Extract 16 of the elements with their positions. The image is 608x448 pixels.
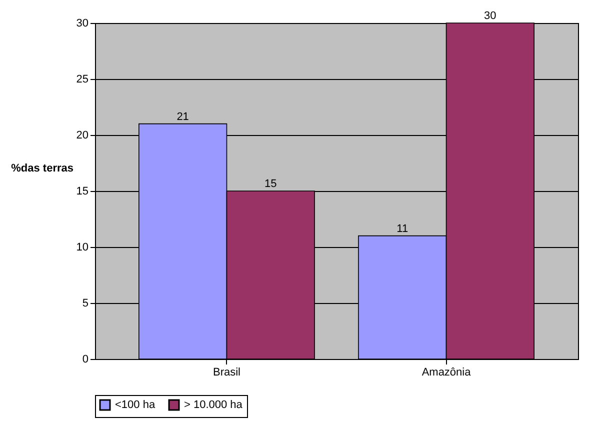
- legend-label: > 10.000 ha: [184, 399, 244, 411]
- y-tick-label: 30: [76, 18, 88, 30]
- y-axis-title: %das terras: [11, 162, 74, 174]
- y-tick-label: 25: [76, 74, 88, 86]
- data-label: 21: [176, 110, 189, 123]
- y-tick-label: 15: [76, 186, 88, 198]
- data-label: 30: [484, 10, 496, 22]
- y-tick-label: 10: [76, 242, 88, 254]
- legend-label: <100 ha: [115, 399, 156, 411]
- x-tick-label: Brasil: [212, 366, 240, 378]
- data-label: 11: [396, 222, 408, 235]
- data-label: 15: [264, 178, 277, 190]
- y-tick-label: 5: [82, 298, 88, 310]
- x-tick-label: Amazônia: [422, 366, 472, 378]
- y-tick-label: 20: [76, 130, 88, 142]
- y-tick-label: 0: [82, 354, 88, 366]
